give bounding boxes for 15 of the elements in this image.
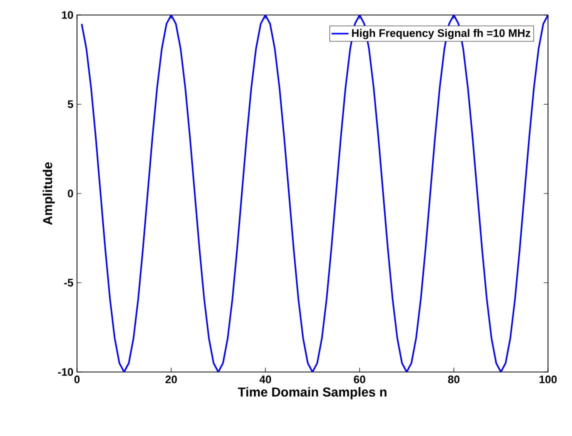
legend-label: High Frequency Signal fh =10 MHz — [352, 28, 530, 40]
y-tick-label: -10 — [58, 368, 74, 376]
x-tick-label: 60 — [354, 376, 366, 384]
x-axis-title: Time Domain Samples n — [238, 387, 386, 400]
y-tick-label: 10 — [62, 11, 74, 19]
y-tick-label: -5 — [64, 278, 74, 287]
y-tick-label: 5 — [68, 100, 74, 108]
x-tick-label: 20 — [165, 376, 177, 384]
x-tick-label: 0 — [74, 376, 80, 384]
y-axis-title: Amplitude — [42, 162, 55, 225]
x-tick-label: 100 — [540, 376, 557, 384]
x-tick-label: 80 — [448, 376, 460, 384]
y-tick-label: 0 — [68, 190, 74, 198]
line-series — [80, 14, 548, 372]
x-tick-label: 40 — [259, 376, 272, 384]
